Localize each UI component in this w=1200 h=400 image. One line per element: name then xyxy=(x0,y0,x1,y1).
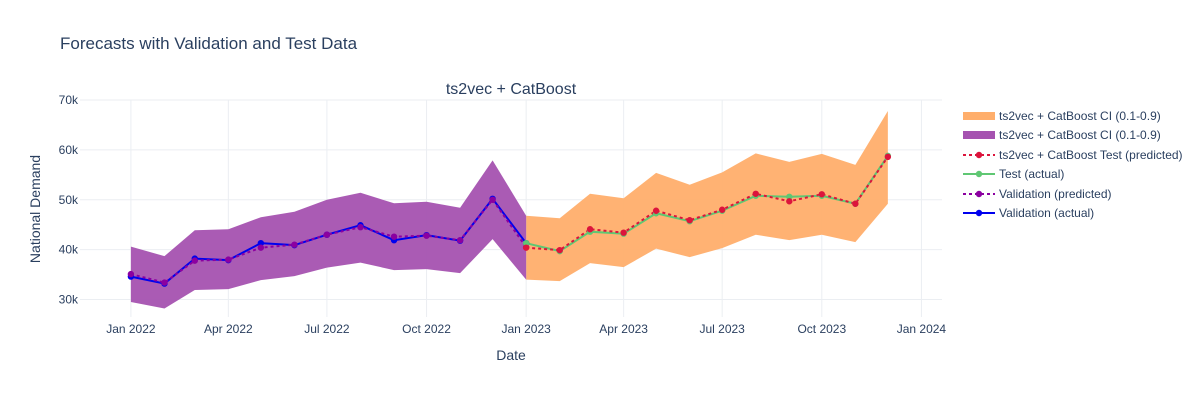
y-tick-label: 70k xyxy=(59,93,79,107)
data-point[interactable] xyxy=(786,193,793,200)
y-axis-label: National Demand xyxy=(27,155,43,263)
data-point[interactable] xyxy=(752,190,759,197)
ci-band[interactable] xyxy=(526,110,888,282)
data-point[interactable] xyxy=(291,241,298,248)
data-point[interactable] xyxy=(257,244,265,251)
legend-label: Test (actual) xyxy=(999,167,1065,182)
x-tick-label: Jul 2022 xyxy=(304,322,350,336)
legend-item[interactable]: ts2vec + CatBoost CI (0.1-0.9) xyxy=(963,106,1183,126)
data-point[interactable] xyxy=(718,206,726,213)
y-tick-label: 50k xyxy=(59,193,79,207)
data-point[interactable] xyxy=(556,246,563,254)
series-line[interactable] xyxy=(525,155,889,253)
legend-swatch xyxy=(963,151,995,158)
x-tick-label: Apr 2022 xyxy=(204,322,253,336)
y-tick-label: 60k xyxy=(59,143,79,157)
data-point[interactable] xyxy=(522,239,530,247)
x-tick-label: Oct 2023 xyxy=(797,322,846,336)
data-point[interactable] xyxy=(884,153,892,161)
data-point[interactable] xyxy=(786,198,793,205)
data-point[interactable] xyxy=(818,191,825,198)
data-point[interactable] xyxy=(456,236,464,244)
y-axis-ticks: 30k 40k 50k 60k 70k xyxy=(59,93,79,307)
data-point[interactable] xyxy=(686,217,693,224)
legend-swatch xyxy=(963,210,995,217)
series-markers xyxy=(127,152,892,287)
data-point[interactable] xyxy=(161,279,168,286)
legend-label: ts2vec + CatBoost CI (0.1-0.9) xyxy=(999,128,1161,143)
legend-swatch xyxy=(963,131,995,140)
data-point[interactable] xyxy=(423,232,430,239)
data-point[interactable] xyxy=(357,224,364,231)
data-point[interactable] xyxy=(522,244,530,251)
ci-bands xyxy=(130,110,888,309)
legend-item[interactable]: Test (actual) xyxy=(963,165,1183,185)
data-point[interactable] xyxy=(489,196,496,203)
legend-item[interactable]: Validation (predicted) xyxy=(963,184,1183,204)
x-tick-label: Apr 2023 xyxy=(599,322,648,336)
legend-swatch xyxy=(963,190,995,197)
x-axis-label: Date xyxy=(496,347,526,363)
legend-label: Validation (predicted) xyxy=(999,186,1112,201)
legend-swatch xyxy=(963,111,995,120)
x-tick-label: Oct 2022 xyxy=(402,322,451,336)
x-tick-label: Jan 2022 xyxy=(106,322,156,336)
data-point[interactable] xyxy=(191,257,198,264)
y-tick-label: 40k xyxy=(59,243,79,257)
data-point[interactable] xyxy=(852,200,859,207)
data-point[interactable] xyxy=(620,229,627,236)
data-point[interactable] xyxy=(257,239,265,247)
legend: ts2vec + CatBoost CI (0.1-0.9) ts2vec + C… xyxy=(963,106,1183,223)
legend-label: Validation (actual) xyxy=(999,206,1095,221)
data-point[interactable] xyxy=(652,207,660,214)
x-tick-label: Jan 2023 xyxy=(501,322,551,336)
legend-item[interactable]: Validation (actual) xyxy=(963,204,1183,224)
legend-label: ts2vec + CatBoost CI (0.1-0.9) xyxy=(999,108,1161,123)
y-tick-label: 30k xyxy=(59,293,79,307)
data-point[interactable] xyxy=(390,233,398,240)
legend-swatch xyxy=(963,171,995,178)
data-point[interactable] xyxy=(323,231,331,238)
data-point[interactable] xyxy=(225,256,232,263)
data-point[interactable] xyxy=(586,226,594,233)
legend-item[interactable]: ts2vec + CatBoost Test (predicted) xyxy=(963,145,1183,165)
figure-title: Forecasts with Validation and Test Data xyxy=(60,34,358,53)
subplot-title: ts2vec + CatBoost xyxy=(446,81,577,98)
data-point[interactable] xyxy=(127,270,135,278)
x-tick-label: Jan 2024 xyxy=(897,322,947,336)
legend-label: ts2vec + CatBoost Test (predicted) xyxy=(999,147,1183,162)
x-axis-ticks: Jan 2022 Apr 2022 Jul 2022 Oct 2022 Jan 2023… xyxy=(106,322,946,336)
x-tick-label: Jul 2023 xyxy=(699,322,745,336)
legend-item[interactable]: ts2vec + CatBoost CI (0.1-0.9) xyxy=(963,126,1183,146)
